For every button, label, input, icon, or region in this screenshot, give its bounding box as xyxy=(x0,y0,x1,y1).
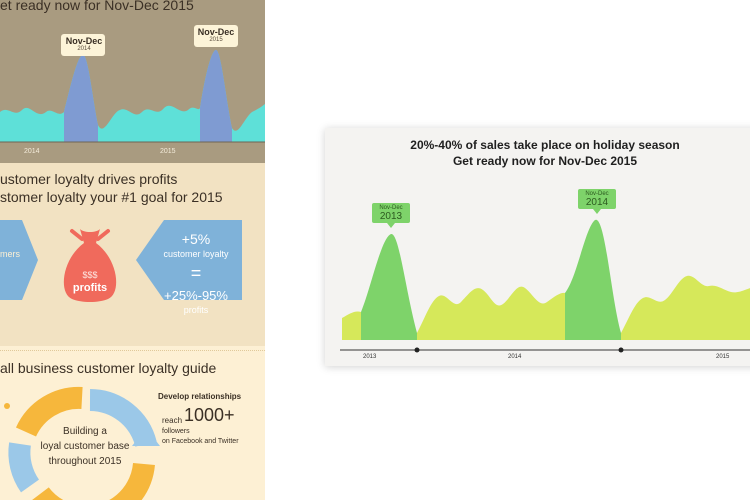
poster-peak-tag-2015 xyxy=(194,25,238,47)
poster-axis-2015: 2015 xyxy=(160,148,176,155)
cycle-arrowhead xyxy=(132,428,160,446)
poster-sales-area xyxy=(0,107,64,142)
poster-peak-year-2015: 2015 xyxy=(209,37,223,43)
card-axis-2013: 2013 xyxy=(363,354,377,360)
hex-plus5: +5% xyxy=(181,231,211,247)
card-sales-chart xyxy=(340,189,750,353)
reach-label: reach xyxy=(162,416,183,425)
hex-customer-loyalty: customer loyalty xyxy=(163,249,229,259)
infographic-poster: et ready now for Nov-Dec 2015 Nov-Dec 20… xyxy=(0,0,265,500)
card-sales-area xyxy=(342,311,361,340)
bag-profits: profits xyxy=(72,282,108,294)
loyalty-section: ustomer loyalty drives profits stomer lo… xyxy=(0,163,265,346)
loyalty-graphic xyxy=(0,220,242,302)
develop-title: Develop relationships xyxy=(158,392,242,401)
money-bag-icon xyxy=(63,229,117,302)
cycle-text-1: Building a xyxy=(63,426,107,437)
cycle-arc-orange-top xyxy=(15,386,83,438)
bag-dollars: $$$ xyxy=(82,270,98,280)
poster-axis-2014: 2014 xyxy=(24,148,40,155)
chart-card: 20%-40% of sales take place on holiday s… xyxy=(325,128,750,366)
card-axis-dot-1 xyxy=(414,347,420,353)
card-peak-tag-2014 xyxy=(578,189,616,209)
poster-peak-label-2014: Nov-Dec xyxy=(65,36,103,46)
loyalty-title-1: ustomer loyalty drives profits xyxy=(0,171,178,187)
poster-peak-2014 xyxy=(64,55,98,142)
loyalty-title-2: stomer loyalty your #1 goal for 2015 xyxy=(0,189,223,205)
card-peak-tag-2013 xyxy=(372,203,410,223)
left-hexagon xyxy=(0,220,38,300)
card-peak-label-2014: Nov-Dec xyxy=(585,191,609,197)
right-hexagon xyxy=(136,220,242,300)
card-peak-label-2013: Nov-Dec xyxy=(379,205,403,211)
card-axis-2015: 2015 xyxy=(716,354,730,360)
card-peak-2014 xyxy=(565,219,621,340)
hex-equals: = xyxy=(190,263,202,283)
card-title-line2: Get ready now for Nov-Dec 2015 xyxy=(452,154,638,168)
cycle-text-2: loyal customer base xyxy=(40,441,130,452)
guide-cycle-graphic xyxy=(4,386,160,500)
poster-sales-chart xyxy=(0,25,265,143)
card-peak-year-2013: 2013 xyxy=(379,211,403,222)
card-axis-dot-2 xyxy=(618,347,624,353)
followers-label: followers xyxy=(162,428,190,435)
cycle-arc-orange-bottom xyxy=(32,462,155,500)
sales-header: et ready now for Nov-Dec 2015 xyxy=(0,0,194,13)
left-hex-text: mers xyxy=(0,249,20,259)
sales-section: et ready now for Nov-Dec 2015 Nov-Dec 20… xyxy=(0,0,265,163)
followers-where: on Facebook and Twitter xyxy=(162,438,239,445)
hex-plus25-95: +25%-95% xyxy=(164,288,228,303)
card-title-line1: 20%-40% of sales take place on holiday s… xyxy=(410,138,680,152)
poster-peak-tag-2014 xyxy=(61,34,105,56)
poster-peak-year-2014: 2014 xyxy=(77,46,91,52)
card-peak-2013 xyxy=(361,233,417,340)
guide-bullet-dot xyxy=(4,403,10,409)
hex-profits: profits xyxy=(183,305,209,315)
cycle-text-3: throughout 2015 xyxy=(48,456,122,467)
reach-number: 1000+ xyxy=(184,405,235,425)
cycle-arc-blue-left xyxy=(8,442,40,493)
poster-peak-label-2015: Nov-Dec xyxy=(197,27,235,37)
poster-peak-2015 xyxy=(200,50,232,142)
cycle-arc-blue xyxy=(89,389,157,448)
card-axis-2014: 2014 xyxy=(508,354,522,360)
guide-title: all business customer loyalty guide xyxy=(0,360,217,376)
card-peak-year-2014: 2014 xyxy=(585,197,609,208)
guide-divider xyxy=(0,350,265,352)
guide-section: all business customer loyalty guide Buil… xyxy=(0,346,265,500)
